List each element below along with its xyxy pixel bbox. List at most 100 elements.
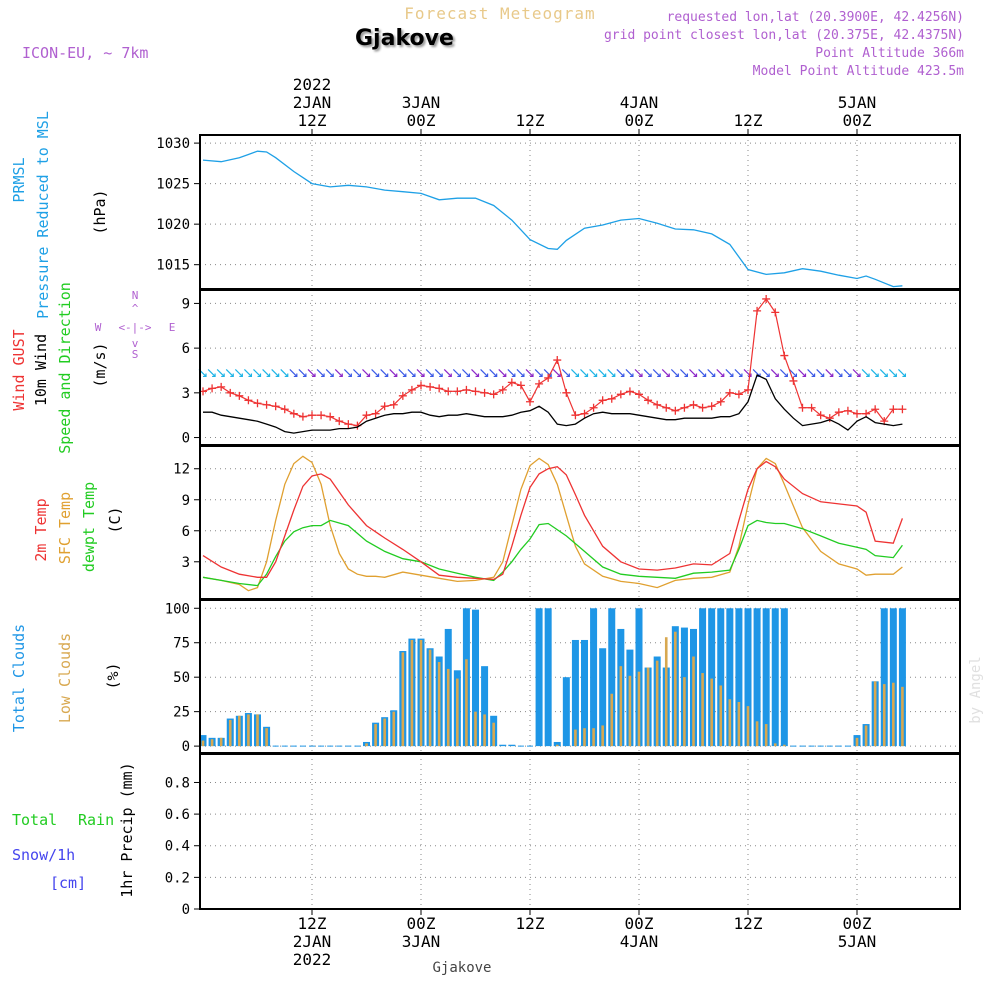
gust-marker [616,390,625,399]
gust-marker [680,403,689,412]
gust-marker [335,417,344,426]
gust-marker [635,390,643,399]
footer-location: Gjakove [432,960,491,976]
low-cloud-bar [655,660,659,747]
wind-arrow-icon [861,369,870,378]
wind-arrow-icon [679,369,689,378]
wind-arrow-icon [852,369,861,378]
low-cloud-bar [555,744,559,747]
total-clouds-label: Total Clouds [10,624,28,732]
low-cloud-bar [755,721,759,747]
gust-marker [444,387,453,396]
top-time-label: 3JAN [402,93,441,112]
wind-arrow-icon [834,369,843,378]
low-cloud-bar [201,740,205,747]
wind-arrow-icon [770,369,779,378]
total-cloud-bar [608,608,616,747]
series-line-wind-gust [202,297,903,427]
gust-marker [407,385,416,394]
wind-arrow-icon [525,369,534,378]
y-tick-label: 1020 [156,217,190,233]
wind-arrow-icon [661,369,670,378]
gust-marker [362,411,371,420]
y-tick-label: 0 [182,431,190,447]
requested-coordinates: requested lon,lat (20.3900E, 42.4256N) [666,10,964,25]
gust-marker [544,373,553,382]
top-time-label: 2022 [293,75,332,94]
wind-arrow-icon [888,369,897,378]
gust-marker [535,379,544,388]
low-cloud-bar [683,677,686,747]
low-cloud-bar [592,728,595,747]
gust-marker [843,406,852,415]
gust-marker [308,411,316,420]
wind-arrow-icon [489,369,498,378]
wind-arrow-icon [234,369,243,378]
meteogram-title: Forecast Meteogram [404,4,596,23]
gust-marker [725,388,734,397]
wind-arrow-icon [498,369,507,378]
low-cloud-bar [674,631,677,747]
total-cloud-bar [571,639,579,747]
gust-marker [516,381,525,390]
wind-arrow-icon [879,369,888,378]
bottom-time-label: 3JAN [402,932,441,951]
y-tick-label: 1030 [156,136,190,152]
gust-marker [462,385,471,394]
gust-marker [289,409,298,418]
gust-marker [653,400,662,409]
wind-arrow-icon [216,369,225,378]
low-cloud-bar [583,728,586,747]
low-cloud-bar [601,725,604,747]
gust-marker [471,387,480,396]
wind-arrow-icon [380,369,389,378]
pressure-label-short: PRMSL [10,157,28,202]
low-cloud-bar [374,724,377,747]
bottom-time-label: 2022 [293,950,332,969]
gust-marker [798,403,807,412]
y-tick-label: 0.8 [165,775,190,791]
wind-arrow-icon [507,369,516,378]
gust-marker [625,387,634,396]
location-title: Gjakove [355,26,454,51]
wind-arrow-icon [343,369,352,378]
total-cloud-bar [762,608,770,747]
bottom-time-label: 12Z [734,914,763,933]
wind-arrow-icon [807,369,816,378]
snow-unit: [cm] [50,874,86,892]
gust-marker [389,400,398,409]
gust-marker [689,400,698,409]
gust-marker [734,390,743,399]
gridpoint-coordinates: grid point closest lon,lat (20.375E, 42.… [603,28,964,43]
low-cloud-bar [365,743,368,747]
wind-arrow-icon [816,369,825,378]
gust-marker [780,351,789,360]
gust-marker [753,306,762,315]
wind-arrow-icon [598,369,607,378]
gust-marker [698,403,707,412]
top-time-label: 4JAN [620,93,659,112]
panel-frames [194,129,961,915]
wind-arrow-icon [307,369,316,378]
wind-arrow-icon [643,369,652,378]
top-time-label: 00Z [407,111,436,130]
wind-arrow-icon [589,369,598,378]
total-cloud-bar [744,608,752,747]
gust-marker [816,411,825,420]
y-tick-label: 1025 [156,177,190,193]
low-cloud-bar [437,662,441,747]
compass-south: S [132,348,139,361]
gust-marker [489,390,498,399]
total-cloud-bar [726,608,734,747]
total-cloud-bar [544,608,552,747]
low-cloud-bar [710,678,713,747]
gust-marker [807,403,816,412]
compass-south-arrow: v [132,337,139,350]
low-cloud-bar [483,714,486,747]
wind-arrow-icon [316,369,325,378]
wind-arrow-icon [825,369,834,378]
point-altitude: Point Altitude 366m [815,46,964,61]
y-tick-label: 0.6 [165,807,190,823]
total-cloud-bar [889,608,897,747]
low-cloud-bar [428,649,432,747]
